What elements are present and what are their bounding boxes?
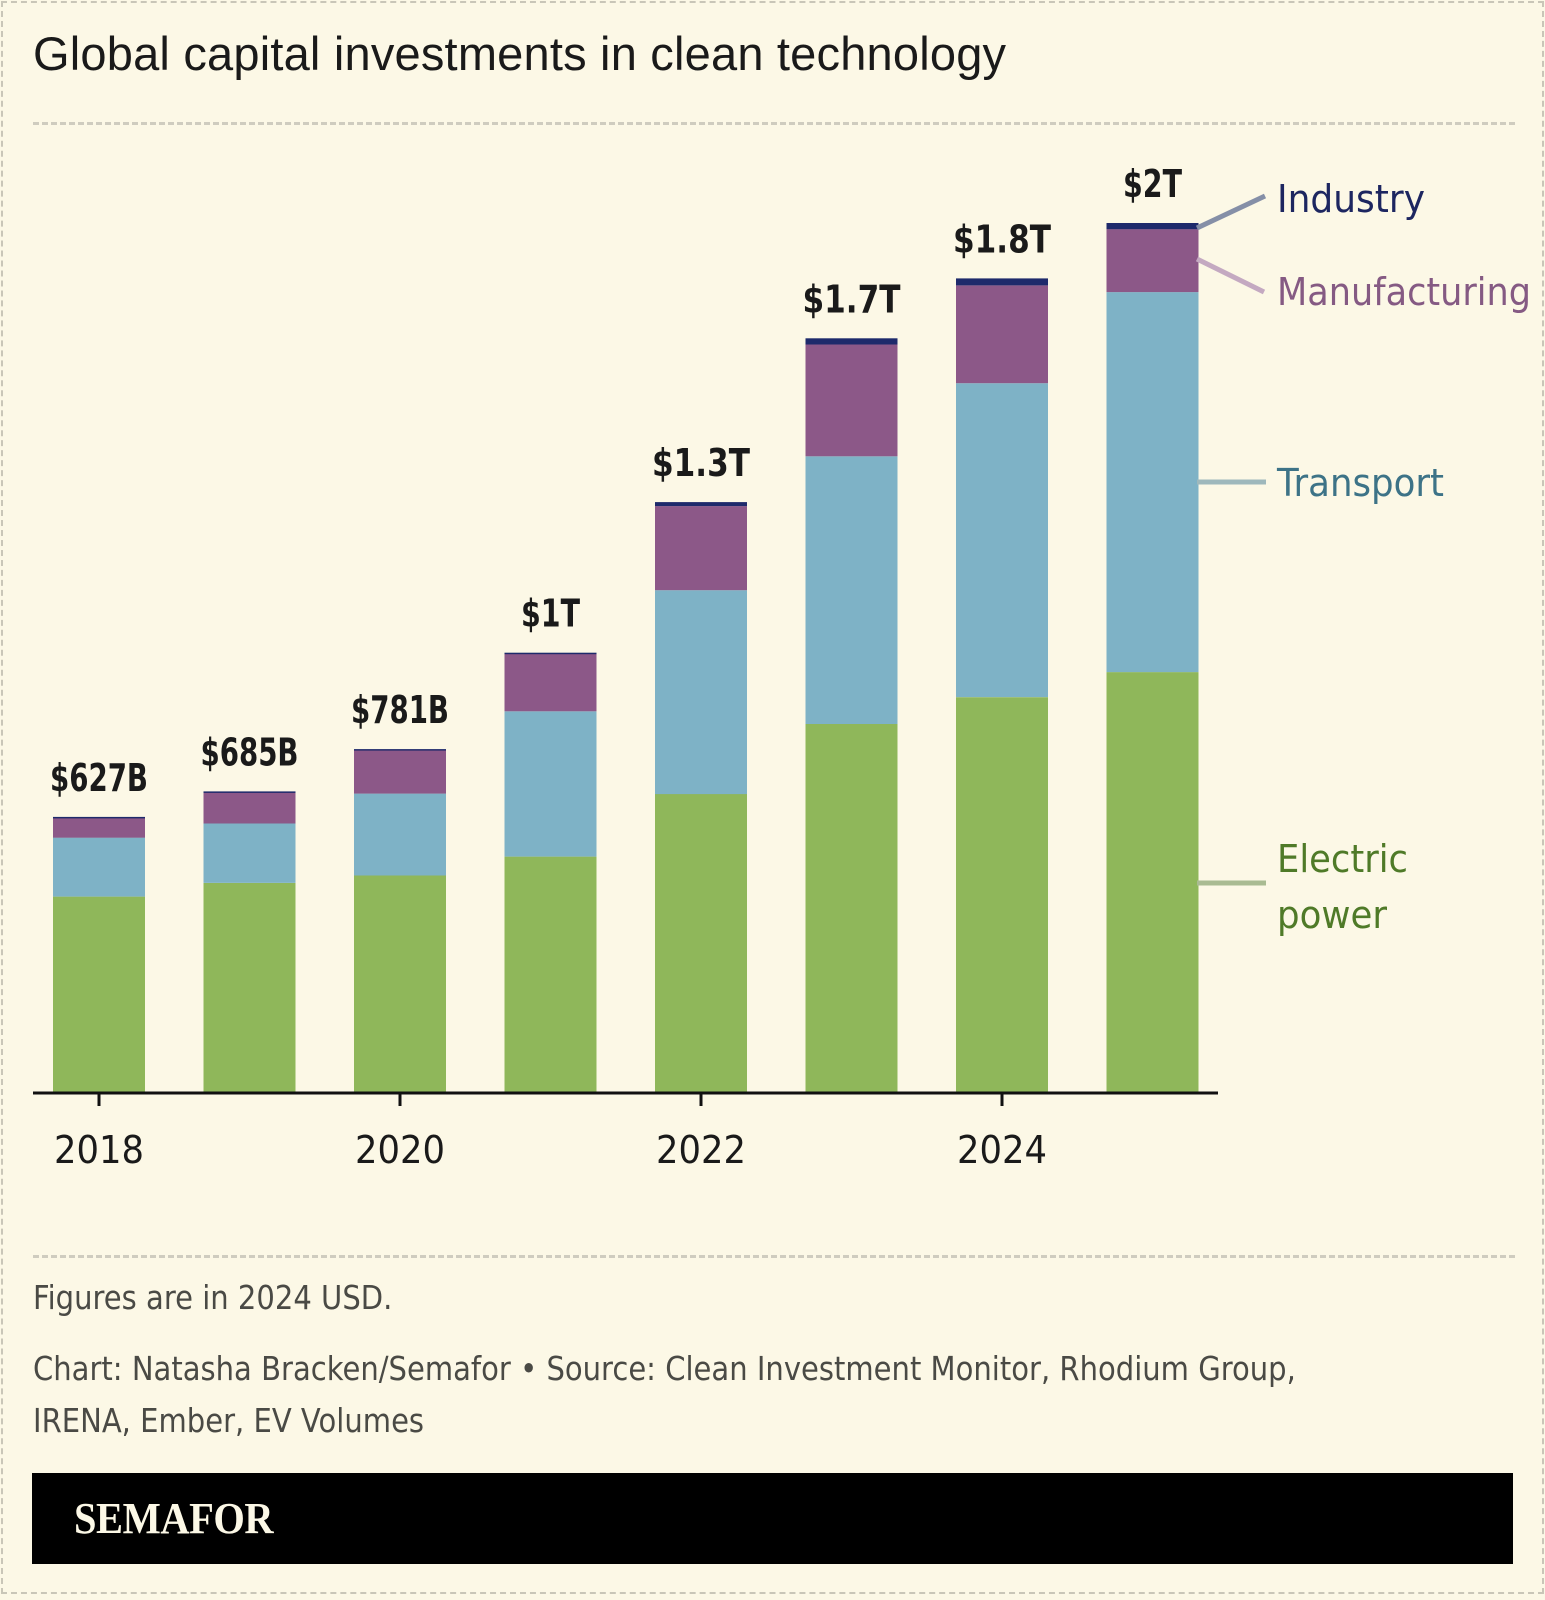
semafor-logo: SEMAFOR <box>74 1494 274 1543</box>
bar-2025 <box>1106 223 1199 1093</box>
bar-segment-manufacturing-2020 <box>354 749 446 794</box>
bar-segment-electric-power-2024 <box>956 697 1048 1093</box>
bar-segment-electric-power-2023 <box>805 724 898 1093</box>
bar-segment-transport-2022 <box>655 590 747 795</box>
title-divider <box>33 122 1515 125</box>
x-tick-label-2018: 2018 <box>54 1128 144 1172</box>
x-ticks-layer: 2018 2020 2022 2024 <box>54 1093 1047 1172</box>
bar-segment-industry-2019 <box>203 791 296 793</box>
bar-segment-electric-power-2021 <box>504 856 597 1093</box>
bar-segment-industry-2022 <box>655 502 747 507</box>
bar-segment-electric-power-2018 <box>53 896 145 1093</box>
units-note: Figures are in 2024 USD. <box>33 1278 393 1317</box>
bar-segment-electric-power-2022 <box>655 794 747 1093</box>
x-tick-label-2024: 2024 <box>957 1128 1047 1172</box>
bar-segment-industry-2021 <box>504 652 597 655</box>
bar-segment-manufacturing-2018 <box>53 817 145 838</box>
industry-leader-line <box>1195 193 1267 231</box>
bar-segment-industry-2020 <box>354 749 446 751</box>
total-label-2021: $1T <box>521 592 580 636</box>
total-label-2018: $627B <box>50 756 148 800</box>
bar-2020 <box>354 749 446 1093</box>
bar-segment-industry-2018 <box>53 816 145 819</box>
total-label-2019: $685B <box>201 730 299 774</box>
bar-segment-industry-2023 <box>805 338 898 345</box>
bar-segment-industry-2025 <box>1106 223 1199 230</box>
legend-label-transport: Transport <box>1276 461 1444 505</box>
direct-labels-legend: Industry Manufacturing Transport Electri… <box>1195 177 1531 937</box>
bar-2023 <box>805 338 898 1093</box>
credit-line-2: IRENA, Ember, EV Volumes <box>33 1401 425 1440</box>
brand-bar <box>32 1473 1513 1564</box>
bar-segment-transport-2025 <box>1106 292 1199 673</box>
total-label-2020: $781B <box>351 688 449 732</box>
bar-segment-electric-power-2019 <box>203 883 296 1093</box>
bar-segment-manufacturing-2022 <box>655 506 747 591</box>
bar-segment-manufacturing-2021 <box>504 653 597 712</box>
bar-segment-transport-2024 <box>956 383 1048 698</box>
total-label-2025: $2T <box>1123 162 1182 206</box>
bar-2018 <box>53 816 145 1093</box>
credit-line-1: Chart: Natasha Bracken/Semafor • Source:… <box>33 1349 1296 1388</box>
legend-label-industry: Industry <box>1277 177 1425 221</box>
bar-segment-transport-2019 <box>203 823 296 883</box>
bar-segment-electric-power-2020 <box>354 875 446 1093</box>
bar-2021 <box>504 652 597 1093</box>
total-label-2024: $1.8T <box>953 217 1051 261</box>
total-label-2023: $1.7T <box>803 277 901 321</box>
bar-segment-manufacturing-2025 <box>1106 229 1199 293</box>
bar-segment-manufacturing-2019 <box>203 791 296 824</box>
manufacturing-leader-line <box>1195 256 1266 295</box>
total-label-2022: $1.3T <box>652 441 750 485</box>
bar-segment-industry-2024 <box>956 278 1048 286</box>
legend-label-manufacturing: Manufacturing <box>1277 270 1531 314</box>
bar-segment-transport-2018 <box>53 837 145 897</box>
bars-layer <box>53 223 1199 1093</box>
bar-segment-transport-2020 <box>354 793 446 876</box>
bar-segment-manufacturing-2023 <box>805 344 898 457</box>
x-tick-label-2022: 2022 <box>656 1128 746 1172</box>
bar-2019 <box>203 791 296 1093</box>
credit-source-note: Chart: Natasha Bracken/Semafor • Source:… <box>33 1343 1296 1447</box>
chart-title: Global capital investments in clean tech… <box>33 27 1007 80</box>
footer-divider <box>33 1255 1515 1258</box>
bar-segment-transport-2021 <box>504 711 597 857</box>
bar-2024 <box>956 278 1048 1093</box>
x-tick-label-2020: 2020 <box>355 1128 445 1172</box>
legend-label-electric-power-line1: Electric <box>1277 837 1408 881</box>
legend-label-electric-power-line2: power <box>1277 893 1387 937</box>
bar-2022 <box>655 502 747 1093</box>
bar-segment-manufacturing-2024 <box>956 285 1048 384</box>
bar-segment-electric-power-2025 <box>1106 672 1199 1093</box>
stacked-bar-chart: $627B $685B $781B $1T $1.3T $1.7T $1.8T $2T 201… <box>33 162 1531 1172</box>
bar-segment-transport-2023 <box>805 456 898 724</box>
total-labels-layer: $627B $685B $781B $1T $1.3T $1.7T $1.8T $2T <box>50 162 1182 800</box>
